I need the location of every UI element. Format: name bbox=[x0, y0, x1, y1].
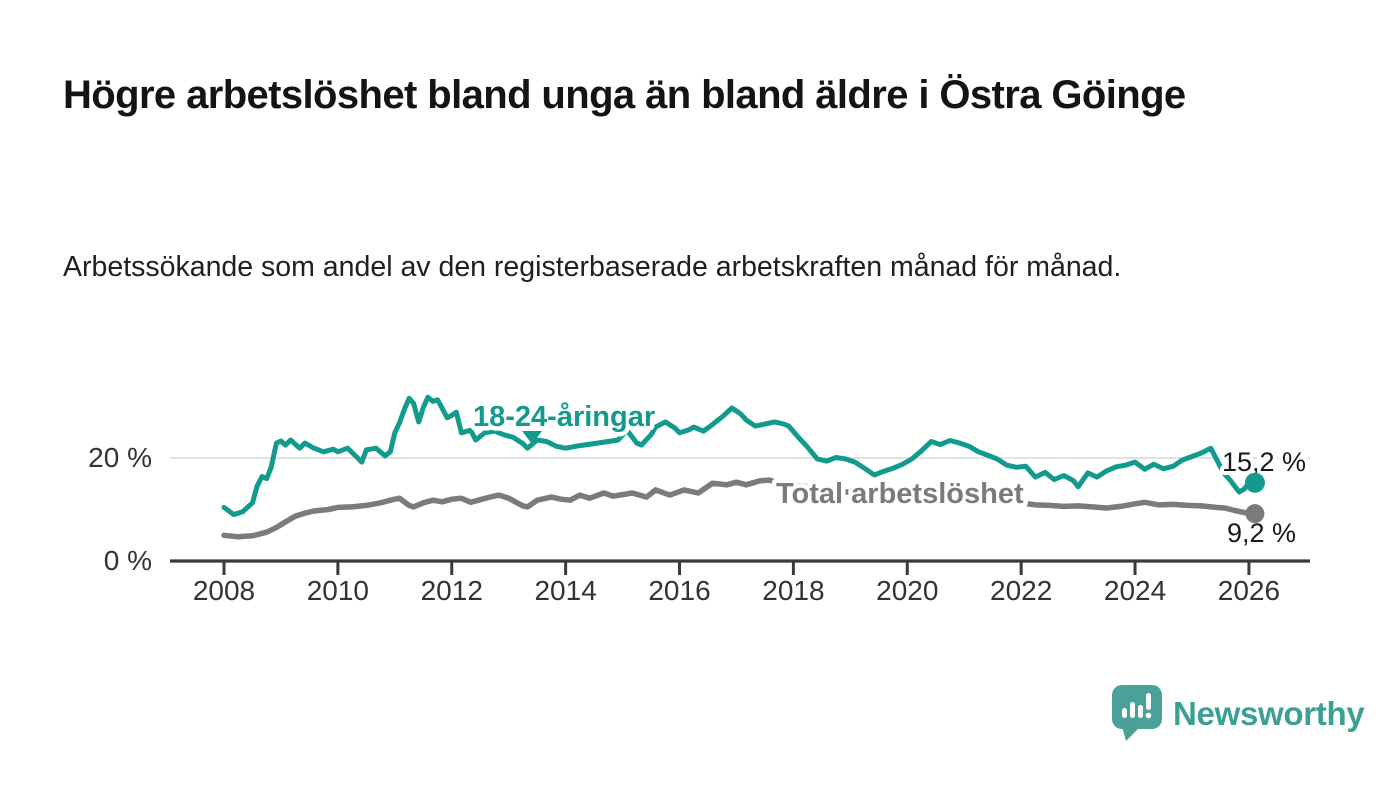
x-tick-label: 2016 bbox=[648, 575, 710, 606]
series-label-youth: 18-24-åringar bbox=[473, 401, 655, 433]
annotation-layer: 20 % 0 % 18-24-åringar Total arbetslöshe… bbox=[88, 397, 1310, 577]
logo-bar-1 bbox=[1122, 708, 1127, 718]
end-value-label-youth: 15,2 % bbox=[1222, 447, 1306, 477]
x-axis: 2008 2010 2012 2014 2016 2018 2020 2022 2024 2026 bbox=[170, 559, 1310, 606]
x-tick-label: 2024 bbox=[1104, 575, 1166, 606]
end-dot-layer bbox=[1244, 472, 1265, 524]
logo-bar-2 bbox=[1130, 702, 1135, 718]
x-tick-label: 2014 bbox=[534, 575, 596, 606]
line-total bbox=[221, 477, 1252, 540]
chart-title: Högre arbetslöshet bland unga än bland ä… bbox=[63, 73, 1186, 117]
x-tick-label: 2022 bbox=[990, 575, 1052, 606]
x-tick-label: 2008 bbox=[193, 575, 255, 606]
series-lines bbox=[221, 394, 1252, 540]
x-tick-label: 2012 bbox=[421, 575, 483, 606]
x-tick-label: 2018 bbox=[762, 575, 824, 606]
x-tick-label: 2020 bbox=[876, 575, 938, 606]
logo-exclamation-icon bbox=[1146, 693, 1151, 710]
x-tick-label: 2010 bbox=[307, 575, 369, 606]
end-dot-total bbox=[1245, 504, 1265, 524]
chart-subtitle: Arbetssökande som andel av den registerb… bbox=[63, 251, 1122, 283]
y-tick-label-0: 0 % bbox=[104, 545, 152, 576]
brand-footer: Newsworthy bbox=[1112, 685, 1365, 743]
newsworthy-logo-icon bbox=[1112, 685, 1162, 741]
end-value-label-total: 9,2 % bbox=[1227, 518, 1296, 548]
brand-name: Newsworthy bbox=[1173, 695, 1365, 732]
y-tick-label-20: 20 % bbox=[88, 442, 152, 473]
end-dot-youth bbox=[1244, 472, 1265, 493]
x-tick-label: 2026 bbox=[1218, 575, 1280, 606]
logo-bar-3 bbox=[1138, 705, 1143, 718]
line-youth bbox=[221, 394, 1252, 518]
series-label-pointer-icon bbox=[522, 431, 542, 444]
series-label-total: Total arbetslöshet bbox=[776, 478, 1024, 510]
